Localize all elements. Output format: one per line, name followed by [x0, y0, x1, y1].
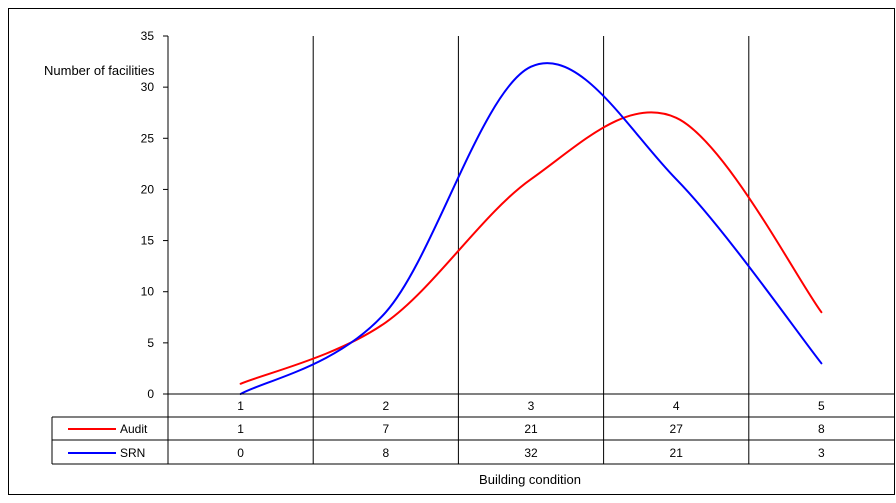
- data-table: 1 2 3 4 5 Audit 1 7 21 27 8 SRN 0 8 32 21 3: [51, 393, 894, 465]
- table-cell-value: 32: [524, 446, 538, 460]
- table-cell-value: 0: [237, 446, 244, 460]
- y-tick-label: 5: [147, 336, 154, 350]
- series-layer: [239, 62, 823, 395]
- legend-label-audit: Audit: [120, 422, 148, 436]
- y-tick-label: 0: [147, 387, 154, 401]
- table-cell-value: 8: [818, 422, 825, 436]
- x-tick-label: 2: [382, 399, 389, 413]
- x-tick-label: 3: [528, 399, 535, 413]
- x-tick-label: 1: [237, 399, 244, 413]
- x-axis-label: Building condition: [479, 472, 581, 487]
- x-tick-label: 4: [673, 399, 680, 413]
- y-tick-label: 10: [141, 285, 155, 299]
- table-cell-value: 3: [818, 446, 825, 460]
- y-tick-label: 15: [141, 234, 155, 248]
- series-line-srn: [239, 62, 823, 395]
- x-tick-label: 5: [818, 399, 825, 413]
- y-tick-label: 30: [141, 80, 155, 94]
- table-cell-value: 21: [670, 446, 684, 460]
- table-cell-value: 1: [237, 422, 244, 436]
- legend-label-srn: SRN: [120, 446, 145, 460]
- y-tick-label: 25: [141, 131, 155, 145]
- y-axis-label: Number of facilities: [44, 63, 155, 78]
- chart-frame: [8, 8, 895, 495]
- table-cell-value: 8: [382, 446, 389, 460]
- table-cell-value: 27: [670, 422, 684, 436]
- y-tick-label: 35: [141, 29, 155, 43]
- y-tick-label: 20: [141, 182, 155, 196]
- table-cell-value: 21: [524, 422, 538, 436]
- axis-layer: 0 5 10 15 20 25 30 35: [141, 29, 169, 401]
- table-cell-value: 7: [382, 422, 389, 436]
